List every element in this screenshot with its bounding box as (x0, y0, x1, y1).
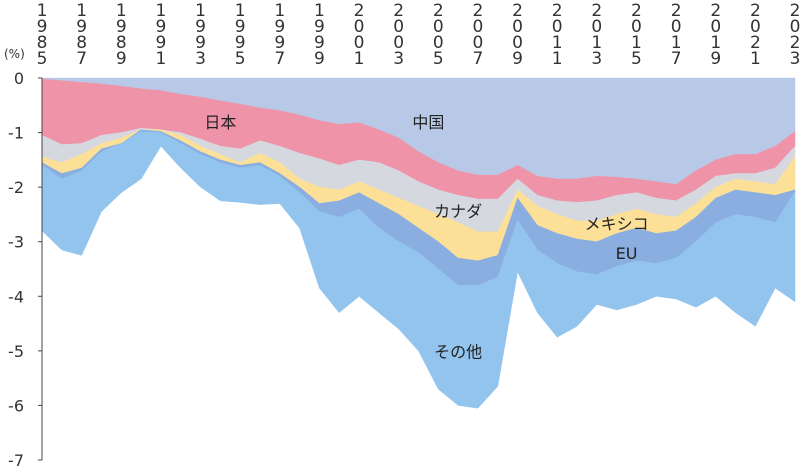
series-label: 中国 (412, 113, 444, 132)
area-layers (41, 77, 796, 409)
series-label: EU (616, 244, 638, 263)
y-tick-label: -1 (8, 124, 24, 143)
y-tick-label: -2 (8, 178, 24, 197)
y-unit-label: (%) (4, 47, 25, 61)
x-tick-labels: 1 9 8 5 1 9 8 7 1 9 8 9 1 9 9 1 1 9 9 3 1 9 9 5 1 9 9 7 1 9 9 9 2 0 0 1 2 0 0 3… (37, 1, 800, 69)
series-label: 日本 (204, 113, 236, 132)
y-tick-label: 0 (14, 69, 24, 88)
area-layer-6 (41, 131, 796, 409)
y-tick-label: -3 (8, 233, 24, 252)
series-label: その他 (434, 342, 482, 361)
y-tick-labels: 0 -1 -2 -3 -4 -5 -6 -7 (8, 69, 42, 466)
y-tick-label: -5 (8, 342, 24, 361)
series-label: メキシコ (585, 215, 649, 234)
y-tick-label: -6 (8, 396, 24, 415)
y-tick-label: -4 (8, 287, 24, 306)
y-tick-label: -7 (8, 451, 24, 466)
series-label: カナダ (434, 202, 482, 221)
